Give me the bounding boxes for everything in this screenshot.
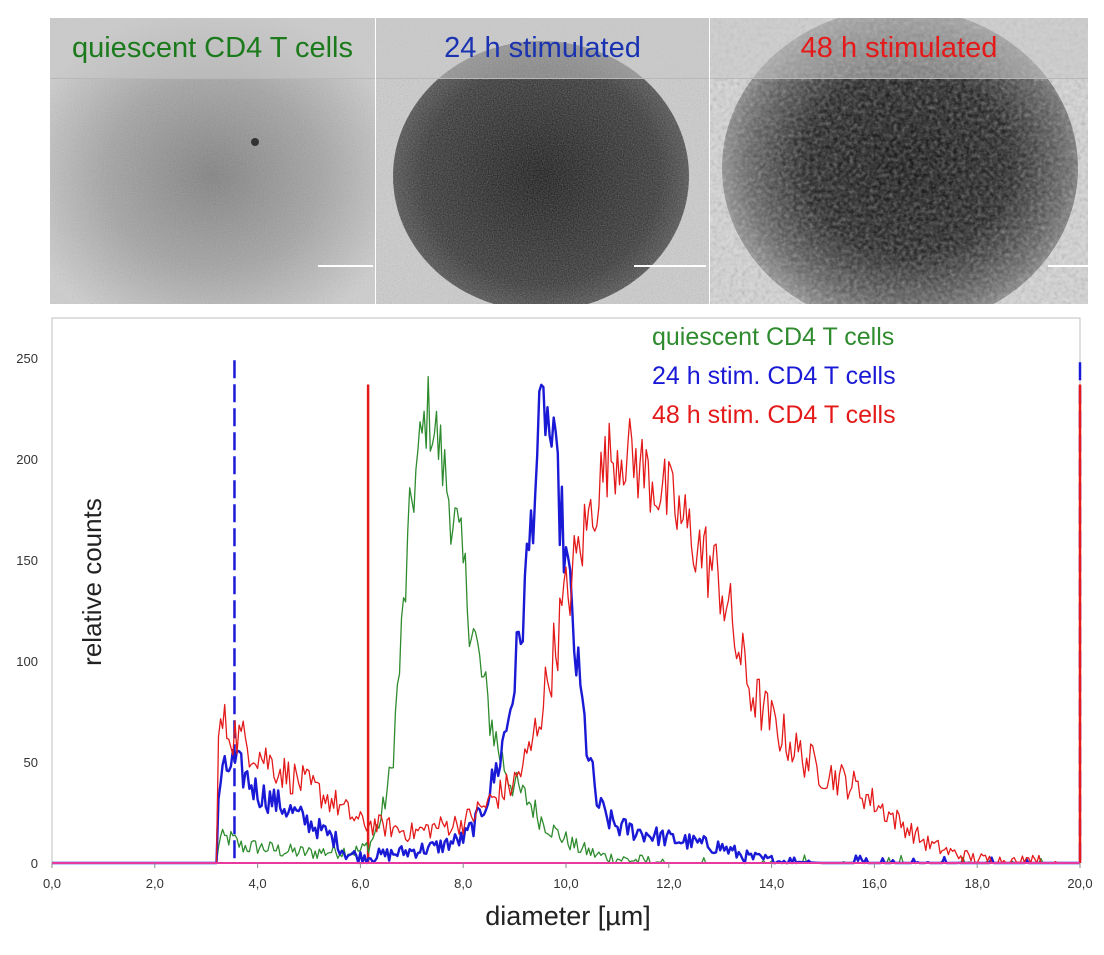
- x-tick-label: 18,0: [965, 876, 990, 891]
- series-line: [52, 375, 1080, 864]
- y-tick-label: 200: [16, 452, 38, 467]
- y-axis-label: relative counts: [77, 498, 107, 666]
- x-tick-label: 6,0: [351, 876, 369, 891]
- micrograph-48h: 48 h stimulated: [710, 18, 1088, 304]
- legend-entry: quiescent CD4 T cells: [652, 323, 894, 351]
- y-tick-label: 100: [16, 654, 38, 669]
- scale-bar: [318, 265, 373, 267]
- micrograph-quiescent: quiescent CD4 T cells: [50, 18, 375, 304]
- legend-entry: 48 h stim. CD4 T cells: [652, 401, 896, 429]
- x-tick-label: 4,0: [249, 876, 267, 891]
- x-tick-label: 16,0: [862, 876, 887, 891]
- micrograph-title-bar: 24 h stimulated: [376, 18, 709, 79]
- x-tick-label: 10,0: [553, 876, 578, 891]
- scale-bar: [634, 265, 706, 267]
- micrograph-title-48h: 48 h stimulated: [800, 32, 998, 64]
- x-axis-label: diameter [µm]: [485, 901, 651, 931]
- micrograph-24h: 24 h stimulated: [376, 18, 709, 304]
- plot-area-frame: [51, 317, 1081, 864]
- x-tick-label: 2,0: [146, 876, 164, 891]
- gate-markers: [233, 360, 1082, 863]
- series-group: [52, 375, 1080, 865]
- legend-entry: 24 h stim. CD4 T cells: [652, 362, 896, 390]
- y-tick-label: 50: [24, 755, 38, 770]
- micrograph-title-quiescent: quiescent CD4 T cells: [71, 32, 353, 64]
- legend: quiescent CD4 T cells 24 h stim. CD4 T ce…: [652, 323, 896, 429]
- y-tick-label: 0: [31, 856, 38, 871]
- micrograph-strip: quiescent CD4 T cells 24 h stimulated: [50, 18, 1088, 304]
- x-tick-label: 8,0: [454, 876, 472, 891]
- x-tick-label: 12,0: [656, 876, 681, 891]
- x-tick-label: 20,0: [1067, 876, 1092, 891]
- micrograph-title-bar: quiescent CD4 T cells: [50, 18, 375, 79]
- x-tick-label: 0,0: [43, 876, 61, 891]
- x-tick-label: 14,0: [759, 876, 784, 891]
- series-line: [52, 418, 1080, 864]
- x-axis-ticks: 0,0 2,0 4,0 6,0 8,0 10,0 12,0 14,0 16,0 18,0 20,0: [43, 863, 1093, 891]
- micrograph-title-bar: 48 h stimulated: [710, 18, 1088, 79]
- y-axis-ticks: 0 50 100 150 200 250: [16, 351, 38, 871]
- scale-bar: [1048, 265, 1088, 267]
- y-tick-label: 150: [16, 553, 38, 568]
- series-line: [52, 383, 1080, 865]
- y-tick-label: 250: [16, 351, 38, 366]
- micrograph-title-24h: 24 h stimulated: [444, 32, 641, 64]
